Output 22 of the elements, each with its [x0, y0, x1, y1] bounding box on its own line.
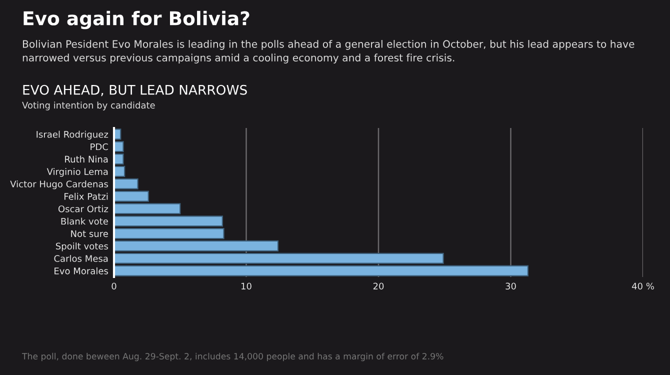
- y-tick-label: Carlos Mesa: [54, 254, 108, 262]
- text: Voting intention by candidate: [22, 102, 155, 110]
- x-tick-label: 20: [373, 282, 384, 290]
- y-tick-label: Virginio Lema: [46, 168, 108, 177]
- chart-subtitle: Bolivian Pesident Evo Morales is leading in the polls ahead of a general election in October, but his lead appears to have narrowed versus previous campaigns amid a cooling economy and a forest fire crisis.: [22, 40, 634, 64]
- text: EVO AHEAD, BUT LEAD NARROWS: [23, 84, 247, 96]
- y-tick-label: Victor Hugo Cardenas: [10, 180, 108, 190]
- x-tick-label: 30: [506, 282, 516, 290]
- y-tick-label: Israel Rodriguez: [36, 130, 108, 140]
- y-tick-label: Evo Morales: [54, 267, 108, 274]
- y-tick-label: Ruth Nina: [65, 156, 108, 163]
- chart-title: Evo again for Bolivia?: [24, 10, 250, 30]
- text: The poll, done beween Aug. 29-Sept. 2, includes 14,000 people and has a margin of error of 2.9%: [22, 352, 444, 362]
- x-tick-label: 40 %: [632, 282, 654, 290]
- y-tick-label: PDC: [90, 143, 108, 150]
- x-tick-label: 10: [242, 282, 252, 290]
- y-tick-label: Oscar Ortiz: [58, 205, 108, 212]
- y-tick-label: Spoilt votes: [56, 242, 108, 252]
- x-tick-label: 0: [112, 282, 116, 290]
- y-tick-label: Felix Patzi: [64, 192, 108, 200]
- y-tick-label: Not sure: [71, 230, 108, 238]
- y-tick-label: Blank vote: [61, 218, 108, 225]
